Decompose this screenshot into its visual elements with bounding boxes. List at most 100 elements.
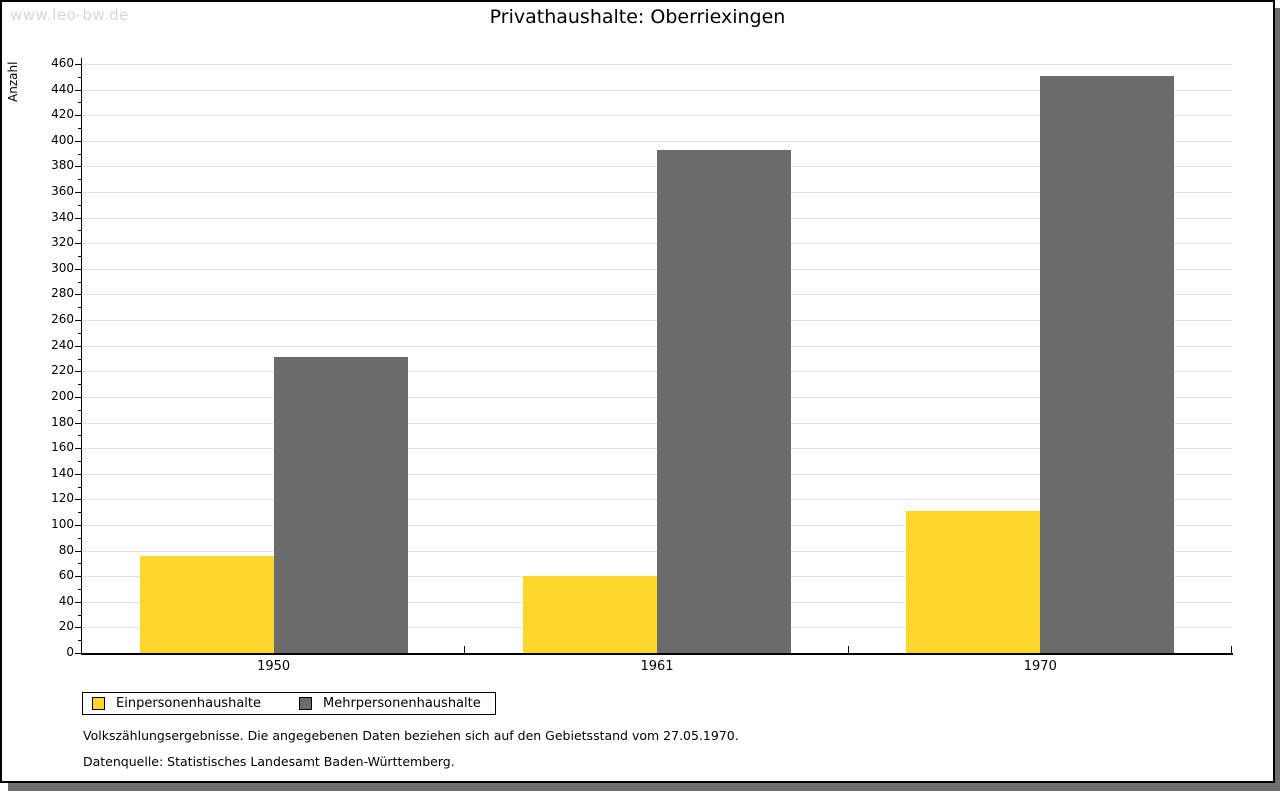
x-boundary-tick-1 <box>464 646 466 653</box>
legend-swatch-yellow <box>92 697 105 710</box>
y-major-tick-160 <box>75 448 81 450</box>
x-boundary-tick-3 <box>1231 646 1232 653</box>
y-major-tick-20 <box>75 627 81 629</box>
y-tick-label-280: 280 <box>51 286 74 301</box>
y-major-tick-260 <box>75 320 81 322</box>
y-tick-label-120: 120 <box>51 491 74 506</box>
gridline-y-400 <box>82 140 1232 142</box>
y-major-tick-120 <box>75 499 81 501</box>
bar-1961-mehrpersonenhaushalte <box>657 149 791 653</box>
footnote-data-source: Datenquelle: Statistisches Landesamt Bad… <box>83 754 455 769</box>
x-boundary-tick-2 <box>847 646 849 653</box>
y-tick-label-140: 140 <box>51 465 74 480</box>
y-tick-label-360: 360 <box>51 184 74 199</box>
y-tick-label-20: 20 <box>58 619 74 634</box>
y-major-tick-40 <box>75 601 81 603</box>
y-minor-tick-430 <box>78 102 81 104</box>
x-axis-line <box>81 653 1233 655</box>
gridline-y-460 <box>82 64 1232 65</box>
y-minor-tick-330 <box>78 230 81 232</box>
y-minor-tick-230 <box>78 358 81 360</box>
y-minor-tick-150 <box>78 460 81 462</box>
gridline-y-420 <box>82 115 1232 117</box>
y-tick-label-380: 380 <box>51 158 74 173</box>
y-major-tick-440 <box>75 89 81 91</box>
y-minor-tick-90 <box>78 537 81 539</box>
y-tick-label-0: 0 <box>66 645 74 659</box>
y-minor-tick-250 <box>78 332 81 334</box>
y-major-tick-280 <box>75 294 81 296</box>
y-major-tick-420 <box>75 115 81 117</box>
y-tick-label-240: 240 <box>51 337 74 352</box>
y-minor-tick-170 <box>78 435 81 437</box>
y-minor-tick-310 <box>78 256 81 258</box>
bar-1950-einpersonenhaushalte <box>139 555 274 653</box>
gridline-y-440 <box>82 89 1232 91</box>
y-minor-tick-190 <box>78 409 81 411</box>
y-minor-tick-30 <box>78 614 81 616</box>
y-minor-tick-350 <box>78 204 81 206</box>
y-minor-tick-50 <box>78 588 81 590</box>
y-minor-tick-410 <box>78 128 81 130</box>
y-tick-label-160: 160 <box>51 440 74 455</box>
y-tick-label-440: 440 <box>51 81 74 96</box>
bar-1970-einpersonenhaushalte <box>906 510 1041 653</box>
legend-label: Mehrpersonenhaushalte <box>323 696 481 711</box>
legend-swatch-gray <box>299 697 312 710</box>
y-tick-label-180: 180 <box>51 414 74 429</box>
y-major-tick-360 <box>75 192 81 194</box>
y-minor-tick-390 <box>78 153 81 155</box>
y-minor-tick-270 <box>78 307 81 309</box>
chart-title: Privathaushalte: Oberriexingen <box>489 6 786 28</box>
y-major-tick-180 <box>75 422 81 424</box>
y-axis-line <box>81 58 82 653</box>
y-major-tick-100 <box>75 524 81 526</box>
y-tick-label-40: 40 <box>58 593 74 608</box>
y-major-tick-0 <box>75 653 81 654</box>
y-tick-label-420: 420 <box>51 107 74 122</box>
y-major-tick-300 <box>75 268 81 270</box>
y-minor-tick-70 <box>78 563 81 565</box>
y-major-tick-460 <box>75 64 81 65</box>
y-tick-label-340: 340 <box>51 209 74 224</box>
x-category-label-1970: 1970 <box>1023 659 1057 674</box>
y-tick-label-100: 100 <box>51 516 74 531</box>
bar-1961-einpersonenhaushalte <box>523 576 657 653</box>
y-major-tick-400 <box>75 140 81 142</box>
y-axis-label: Anzahl <box>6 61 20 102</box>
y-tick-label-400: 400 <box>51 132 74 147</box>
y-tick-label-200: 200 <box>51 388 74 403</box>
y-tick-label-80: 80 <box>58 542 74 557</box>
y-minor-tick-130 <box>78 486 81 488</box>
legend-item-einpersonenhaushalte: Einpersonenhaushalte <box>92 696 261 711</box>
y-major-tick-60 <box>75 576 81 578</box>
y-major-tick-220 <box>75 371 81 373</box>
y-minor-tick-370 <box>78 179 81 181</box>
plot-area: 0 20 40 60 80 100 120 140 160 180 200 220 240 260 280 3… <box>51 56 1233 674</box>
y-minor-tick-290 <box>78 281 81 283</box>
y-minor-tick-10 <box>78 640 81 642</box>
y-minor-tick-210 <box>78 384 81 386</box>
y-tick-label-60: 60 <box>58 568 74 583</box>
legend-label: Einpersonenhaushalte <box>116 696 261 711</box>
bar-1950-mehrpersonenhaushalte <box>273 357 408 653</box>
y-major-tick-80 <box>75 550 81 552</box>
y-tick-label-460: 460 <box>51 56 74 70</box>
y-tick-label-300: 300 <box>51 260 74 275</box>
watermark: www.leo-bw.de <box>10 6 129 24</box>
bar-1970-mehrpersonenhaushalte <box>1040 75 1175 653</box>
legend: Einpersonenhaushalte Mehrpersonenhaushal… <box>82 692 496 715</box>
x-category-label-1961: 1961 <box>640 659 674 674</box>
y-major-tick-320 <box>75 243 81 245</box>
y-major-tick-240 <box>75 345 81 347</box>
footnote-source-note: Volkszählungsergebnisse. Die angegebenen… <box>83 728 739 743</box>
x-category-label-1950: 1950 <box>257 659 291 674</box>
legend-item-mehrpersonenhaushalte: Mehrpersonenhaushalte <box>299 696 481 711</box>
y-major-tick-380 <box>75 166 81 168</box>
y-tick-label-260: 260 <box>51 312 74 327</box>
y-major-tick-340 <box>75 217 81 219</box>
y-major-tick-200 <box>75 396 81 398</box>
y-minor-tick-450 <box>78 76 81 78</box>
y-tick-label-320: 320 <box>51 235 74 250</box>
